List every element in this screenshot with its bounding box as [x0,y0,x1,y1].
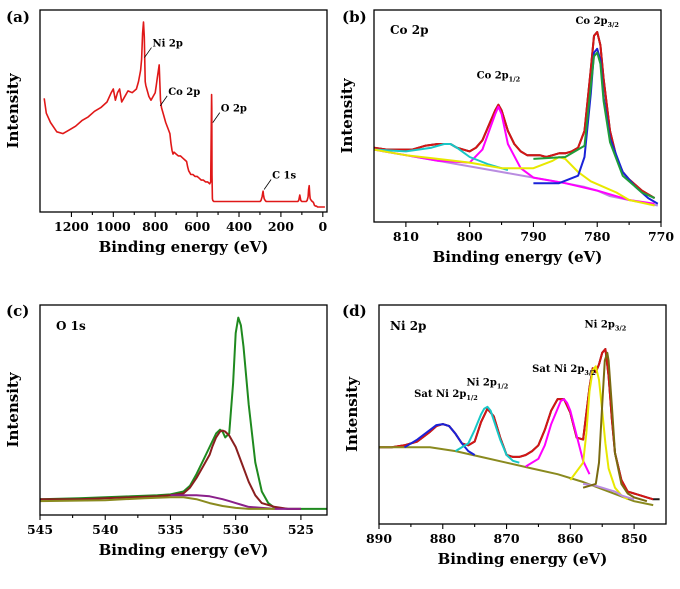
series-line-4 [374,143,509,172]
x-axis-label: Binding energy (eV) [99,541,269,559]
x-tick-label: 540 [92,522,118,537]
plot-frame [378,304,667,525]
peak-annotation: Co 2p [168,87,200,98]
x-tick-label: 790 [520,229,546,244]
plot-frame [39,304,328,516]
x-tick-label: 600 [184,219,210,234]
y-axis-label: Intensity [4,371,22,447]
panel-c-o1s: 545 540 535 530 525 Binding energy (eV) Intens… [4,302,328,559]
x-tick-label: 870 [494,531,520,546]
x-tick-label: 525 [288,522,314,537]
panel-title: O 1s [56,319,86,333]
series-line-1 [374,31,656,199]
panel-a-survey: 1200 1000 800 600 400 200 0 Binding energy (eV)… [4,8,328,256]
series-line-8 [582,351,648,503]
series-line-5 [525,398,591,475]
series-line-7 [582,482,635,501]
x-tick-label: 800 [457,229,483,244]
plot-frame [373,9,662,223]
peak-annotation: Ni 2p [152,39,182,50]
series-line-0 [374,31,656,199]
y-axis-label: Intensity [338,77,356,153]
peak-annotation: Ni 2p3/2 [585,320,627,333]
annotation-leader [144,47,152,58]
series-line-7 [533,51,656,200]
x-tick-label: 880 [430,531,456,546]
x-tick-label: 770 [648,229,674,244]
series-line-0 [40,316,327,510]
x-tick-label: 535 [157,522,183,537]
plot-frame [39,9,328,213]
annotation-leader [159,95,168,107]
series-line-6 [569,365,629,501]
peak-annotation: Co 2p3/2 [575,16,618,29]
x-axis-label: Binding energy (eV) [99,238,269,256]
x-tick-label: 400 [226,219,252,234]
x-tick-label: 0 [318,219,327,234]
x-tick-label: 890 [366,531,392,546]
series-line-1 [40,429,301,510]
panel-letter: (d) [342,302,367,320]
series-line-2 [170,494,301,510]
panel-letter: (a) [6,8,30,26]
x-tick-label: 530 [223,522,249,537]
peak-annotation: O 2p [221,104,247,115]
x-axis-label: Binding energy (eV) [438,550,608,568]
x-tick-label: 810 [393,229,419,244]
panel-letter: (b) [342,8,367,26]
series-line-3 [40,496,275,510]
peak-annotation: Ni 2p1/2 [467,377,509,390]
x-tick-label: 1200 [54,219,89,234]
peak-annotation: Sat Ni 2p1/2 [414,389,478,402]
y-axis-label: Intensity [4,72,22,148]
series-line-3 [403,423,476,456]
panel-d-ni2p: 890 880 870 860 850 Binding energy (eV) Intens… [342,302,667,568]
annotation-leader [212,112,221,123]
x-tick-label: 1000 [96,219,131,234]
annotation-leader [263,179,272,190]
panel-letter: (c) [6,302,29,320]
peak-annotation: Sat Ni 2p3/2 [532,364,596,377]
panel-b-co2p: 810 800 790 780 770 Binding energy (eV) Intens… [338,8,674,266]
series-line-0 [43,21,325,208]
peak-annotation: C 1s [272,171,296,182]
y-axis-label: Intensity [343,376,361,452]
series-line-3 [374,105,655,205]
x-tick-label: 860 [557,531,583,546]
x-axis-label: Binding energy (eV) [433,248,603,266]
series-line-4 [454,405,520,464]
x-tick-label: 850 [621,531,647,546]
panel-title: Ni 2p [390,319,426,333]
x-tick-label: 545 [27,522,53,537]
panel-title: Co 2p [390,23,428,37]
series-line-2 [379,446,654,507]
x-tick-label: 200 [268,219,294,234]
x-tick-label: 780 [584,229,610,244]
series-line-0 [379,348,660,501]
x-tick-label: 800 [142,219,168,234]
peak-annotation: Co 2p1/2 [477,70,520,83]
